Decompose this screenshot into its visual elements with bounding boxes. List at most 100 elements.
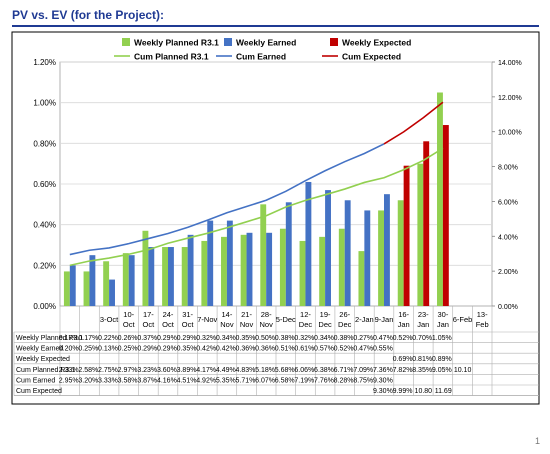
- legend-label: Weekly Planned R3.1: [134, 38, 219, 48]
- table-cell: 6.06%: [294, 367, 314, 374]
- table-cell: 9.30%: [373, 388, 393, 395]
- table-row-label: Weekly Earned: [16, 346, 63, 353]
- table-cell: 0.20%: [59, 346, 79, 353]
- bar-earned: [187, 234, 194, 306]
- table-cell: 6.07%: [255, 377, 275, 384]
- x-category-label: Jan: [437, 320, 449, 329]
- table-cell: 0.37%: [137, 335, 157, 342]
- bar-planned: [122, 253, 129, 306]
- bar-expected: [423, 141, 430, 306]
- table-cell: 9.99%: [393, 388, 413, 395]
- table-cell: 2.75%: [98, 367, 118, 374]
- table-row-label: Cum Planned R3.1: [16, 367, 75, 374]
- table-cell: 4.83%: [236, 367, 256, 374]
- bar-planned: [83, 271, 90, 306]
- x-category-label: 12-: [300, 310, 311, 319]
- x-category-label: Nov: [260, 320, 274, 329]
- table-cell: 0.36%: [236, 346, 256, 353]
- table-cell: 10.80: [415, 388, 433, 395]
- y-left-tick-label: 0.00%: [33, 302, 56, 311]
- x-category-label: 3-Oct: [100, 315, 119, 324]
- x-category-label: Nov: [240, 320, 254, 329]
- bar-planned: [417, 163, 424, 306]
- y-left-tick-label: 1.20%: [33, 58, 56, 67]
- legend-label: Weekly Earned: [236, 38, 296, 48]
- bar-planned: [358, 251, 365, 306]
- bar-planned: [319, 236, 326, 306]
- table-cell: 0.36%: [255, 346, 275, 353]
- table-row-label: Weekly Planned R3.1: [16, 335, 83, 342]
- bar-earned: [207, 220, 214, 306]
- table-cell: 0.32%: [196, 335, 216, 342]
- table-cell: 0.51%: [275, 346, 295, 353]
- table-cell: 0.35%: [236, 335, 256, 342]
- table-cell: 7.76%: [314, 377, 334, 384]
- line-earned: [69, 143, 385, 256]
- x-category-label: Jan: [417, 320, 429, 329]
- x-category-label: 21-: [241, 310, 252, 319]
- table-cell: 0.29%: [157, 346, 177, 353]
- y-left-tick-label: 1.00%: [33, 99, 56, 108]
- x-category-label: Oct: [182, 320, 195, 329]
- x-category-label: 26-: [339, 310, 350, 319]
- bar-expected: [442, 125, 449, 306]
- table-cell: 0.29%: [137, 346, 157, 353]
- table-cell: 0.17%: [78, 335, 98, 342]
- table-cell: 6.71%: [334, 367, 354, 374]
- legend-label: Cum Planned R3.1: [134, 52, 209, 62]
- y-right-tick-label: 12.00%: [498, 95, 522, 102]
- x-category-label: Dec: [338, 320, 352, 329]
- bar-earned: [246, 232, 253, 306]
- table-cell: 0.70%: [412, 335, 432, 342]
- table-cell: 5.68%: [275, 367, 295, 374]
- table-row-label: Weekly Expected: [16, 356, 70, 363]
- table-cell: 4.51%: [177, 377, 197, 384]
- table-cell: 8.28%: [334, 377, 354, 384]
- x-category-label: 7-Nov: [197, 315, 217, 324]
- table-cell: 0.42%: [196, 346, 216, 353]
- slide-title: PV vs. EV (for the Project):: [12, 8, 165, 22]
- legend-swatch-bar: [122, 38, 130, 46]
- bar-expected: [403, 165, 410, 306]
- table-cell: 0.38%: [275, 335, 295, 342]
- table-cell: 0.26%: [118, 335, 138, 342]
- x-category-label: 13-: [477, 310, 488, 319]
- table-cell: 0.13%: [98, 346, 118, 353]
- table-cell: 6.38%: [314, 367, 334, 374]
- line-layer: [69, 101, 444, 267]
- table-cell: 0.81%: [412, 356, 432, 363]
- table-cell: 0.34%: [314, 335, 334, 342]
- table-cell: 0.50%: [255, 335, 275, 342]
- bar-earned: [168, 247, 174, 306]
- y-right-tick-label: 8.00%: [498, 165, 518, 172]
- table-cell: 4.17%: [196, 367, 216, 374]
- bar-planned: [221, 236, 227, 306]
- legend-label: Cum Earned: [236, 52, 286, 62]
- x-category-label: 31-: [182, 310, 193, 319]
- table-cell: 2.97%: [118, 367, 138, 374]
- bar-layer: [63, 92, 449, 306]
- bar-earned: [128, 255, 135, 306]
- table-cell: 3.20%: [78, 377, 98, 384]
- table-cell: 4.49%: [216, 367, 236, 374]
- table-cell: 3.89%: [177, 367, 197, 374]
- table-cell: 3.60%: [157, 367, 177, 374]
- x-category-label: 17-: [143, 310, 154, 319]
- bar-planned: [397, 200, 404, 306]
- table-cell: 8.75%: [353, 377, 373, 384]
- x-category-label: 16-: [398, 310, 409, 319]
- table-cell: 0.35%: [177, 346, 197, 353]
- axis-layer: 0.00% 0.20% 0.40% 0.60% 0.80% 1.00% 1.20% 0.00%…: [33, 58, 521, 311]
- table-cell: 0.69%: [393, 356, 413, 363]
- bar-earned: [109, 279, 115, 306]
- bar-planned: [437, 92, 443, 306]
- x-category-label: Oct: [162, 320, 175, 329]
- bar-earned: [384, 194, 390, 306]
- table-cell: 6.58%: [275, 377, 295, 384]
- table-cell: 2.95%: [59, 377, 79, 384]
- table-cell: 0.29%: [157, 335, 177, 342]
- table-cell: 0.25%: [118, 346, 138, 353]
- x-category-label: 19-: [320, 310, 331, 319]
- bar-earned: [69, 265, 76, 306]
- y-right-tick-label: 10.00%: [498, 130, 522, 137]
